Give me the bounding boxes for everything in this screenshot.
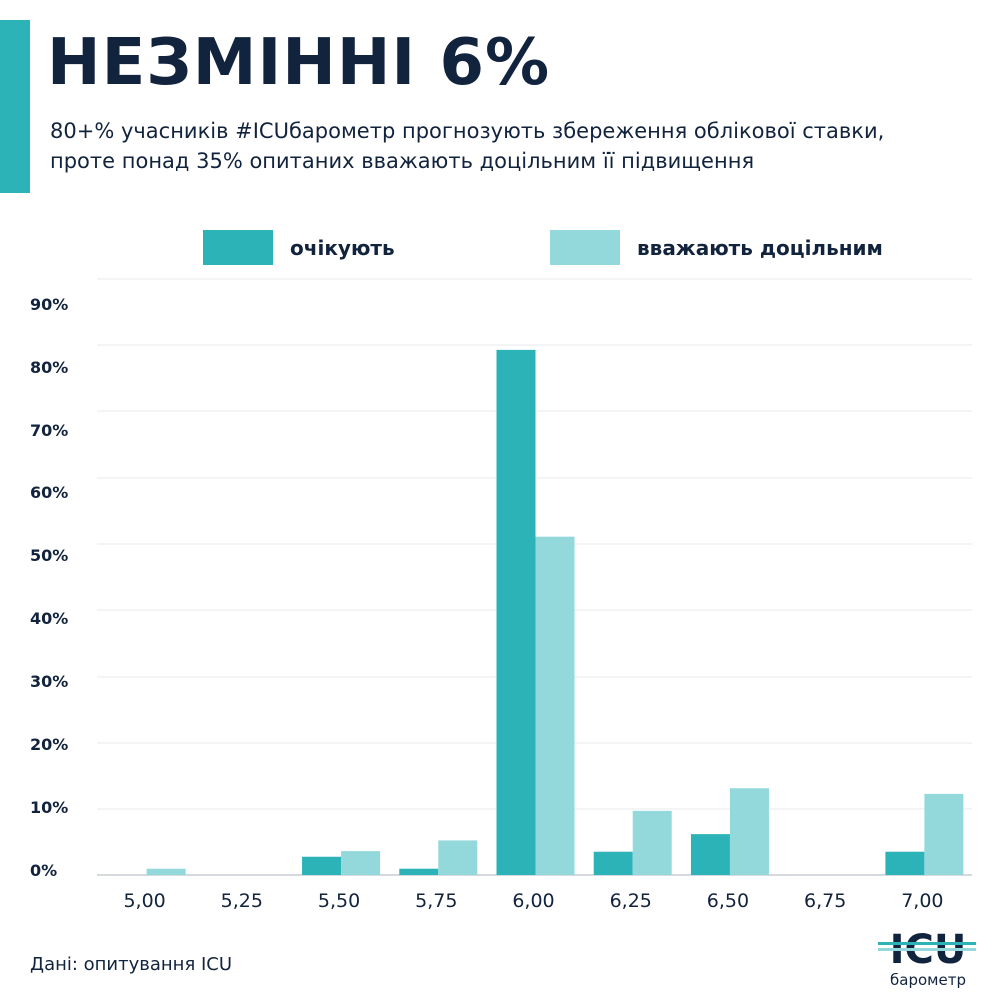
y-tick-label: 0% — [30, 861, 57, 880]
bar-appropriate — [924, 793, 964, 875]
x-tick-label: 5,25 — [221, 890, 263, 912]
y-tick-label: 20% — [30, 735, 68, 754]
legend-item-appropriate: вважають доцільним — [550, 230, 883, 265]
bar-expect — [593, 851, 633, 875]
bar-appropriate — [535, 536, 575, 875]
bar-expect — [496, 349, 536, 875]
bar-appropriate — [146, 868, 186, 875]
y-tick-label: 10% — [30, 798, 68, 817]
legend-label-appropriate: вважають доцільним — [637, 235, 883, 260]
y-tick-label: 40% — [30, 609, 68, 628]
x-tick-label: 6,25 — [610, 890, 652, 912]
bar-appropriate — [729, 788, 769, 875]
icu-logo: ICU барометр — [878, 927, 976, 989]
y-tick-label: 80% — [30, 358, 68, 377]
accent-bar — [0, 20, 30, 193]
y-tick-label: 60% — [30, 483, 68, 502]
bar-expect — [885, 851, 925, 875]
page-title: НЕЗМІННІ 6% — [47, 26, 551, 100]
source-note: Дані: опитування ICU — [30, 954, 233, 975]
logo-subtext: барометр — [890, 971, 966, 989]
bar-expect — [302, 856, 342, 875]
y-tick-label: 50% — [30, 546, 68, 565]
bar-appropriate — [341, 851, 381, 875]
subtitle-line-2: проте понад 35% опитаних вважають доціль… — [50, 149, 755, 173]
legend-swatch-expect — [203, 230, 273, 265]
bar-appropriate — [632, 810, 672, 875]
subtitle: 80+% учасників #ICUбарометр прогнозують … — [50, 116, 980, 176]
subtitle-line-1: 80+% учасників #ICUбарометр прогнозують … — [50, 119, 885, 143]
bar-expect — [690, 834, 730, 875]
legend-label-expect: очікують — [290, 235, 395, 260]
logo-stripe — [878, 942, 976, 945]
x-tick-label: 6,75 — [804, 890, 846, 912]
x-tick-label: 7,00 — [901, 890, 943, 912]
y-tick-label: 30% — [30, 672, 68, 691]
bar-expect — [399, 868, 439, 875]
legend-item-expect: очікують — [203, 230, 395, 265]
y-tick-label: 70% — [30, 421, 68, 440]
logo-stripe — [878, 948, 976, 951]
x-tick-label: 5,75 — [415, 890, 457, 912]
x-tick-label: 5,00 — [123, 890, 165, 912]
legend-swatch-appropriate — [550, 230, 620, 265]
x-tick-label: 6,50 — [707, 890, 749, 912]
x-tick-label: 6,00 — [512, 890, 554, 912]
y-tick-label: 90% — [30, 295, 68, 314]
x-tick-label: 5,50 — [318, 890, 360, 912]
bar-appropriate — [438, 840, 478, 875]
